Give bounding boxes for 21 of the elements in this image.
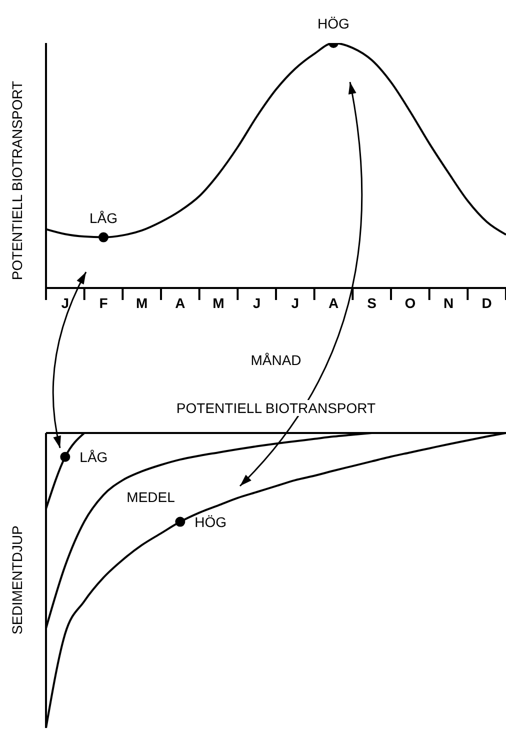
series-label: HÖG [318,15,350,32]
x-tick-label: J [61,295,70,311]
series-label: LÅG [80,448,108,465]
x-tick-label: M [136,295,148,311]
x-tick-label: J [252,295,261,311]
x-tick-label: O [404,295,416,311]
x-axis-title: POTENTIELL BIOTRANSPORT [174,400,378,416]
series-label: HÖG [194,514,227,530]
x-axis-title: MÅNAD [248,352,304,368]
series-label: LÅG [89,210,118,226]
y-axis-title: SEDIMENTDJUP [9,526,25,634]
y-axis-title: POTENTIELL BIOTRANSPORT [9,80,25,280]
x-tick-label: F [99,295,108,311]
x-tick-label: M [212,295,224,311]
series-label: MEDEL [126,489,176,506]
x-tick-label: D [482,295,492,311]
x-tick-label: A [175,295,186,311]
x-tick-label: N [443,295,454,311]
x-tick-label: A [328,295,339,311]
x-tick-label: J [291,295,300,311]
x-tick-label: S [367,295,377,311]
